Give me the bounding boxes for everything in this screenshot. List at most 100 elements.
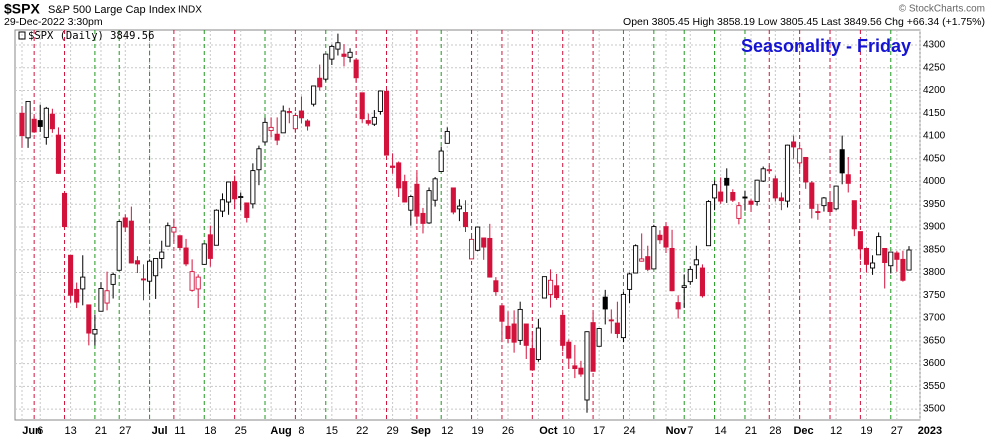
candle-body [341,53,347,57]
candle-body [128,220,134,264]
candle-body [590,322,596,372]
subtitle: S&P 500 Large Cap Index [48,4,176,16]
candle-body [256,148,262,171]
candle-body [906,249,912,271]
candle-body [760,168,766,182]
y-tick-label: 4300 [923,40,946,51]
candle-body [298,110,305,119]
x-tick-label: 2023 [918,425,942,437]
candle-body [511,323,517,343]
candle-body [456,205,462,210]
x-tick-label: Sep [411,425,431,437]
candle-body [633,245,639,274]
x-tick-label: 27 [119,425,131,437]
y-tick-label: 3550 [923,381,946,392]
y-tick-label: 3600 [923,358,946,369]
candle-body [839,149,845,174]
y-tick-label: 3950 [923,199,946,210]
x-tick-label: 29 [386,425,398,437]
y-tick-label: 3900 [923,222,946,233]
candle-body [699,267,705,297]
candle-body [554,285,560,299]
candle-body [669,247,675,292]
candle-body [596,328,602,347]
candle-body [426,190,432,224]
candle-body [68,254,74,296]
y-tick-label: 3750 [923,290,946,301]
candle-body [718,191,724,202]
candle-body [104,290,110,304]
x-tick-label: 14 [715,425,727,437]
candle-body [523,323,529,346]
candle-body [262,121,268,143]
candle-body [207,234,213,259]
candle-body [213,209,219,246]
candle-body [888,251,894,267]
candle-body [736,205,742,219]
candle-body [693,259,699,266]
candle-body [177,235,183,248]
y-tick-label: 4200 [923,85,946,96]
candle-body [98,288,104,312]
x-tick-label: 27 [891,425,903,437]
candle-body [19,112,25,137]
candle-body [274,133,280,141]
candle-body [487,237,493,278]
candle-body [803,156,809,183]
candle-body [31,118,37,133]
candle-body [383,90,390,156]
candle-body [286,111,292,113]
friday-lines [33,30,892,420]
candle-body [584,331,590,401]
x-tick-label: 19 [472,425,484,437]
candle-body [432,178,438,201]
candle-body [43,107,49,138]
candle-body [165,225,171,247]
candle-body [578,367,584,375]
candle-body [55,134,62,174]
y-tick-label: 4150 [923,108,946,119]
x-tick-label: Nov [666,425,688,437]
candle-body [791,141,797,148]
candle-body [541,276,548,299]
candle-body [475,226,481,251]
candle-body [894,252,900,260]
candle-body [183,247,189,265]
x-tick-label: 22 [356,425,368,437]
x-tick-label: 7 [687,425,693,437]
y-tick-label: 4250 [923,62,946,73]
candle-body [74,288,80,303]
candle-body [857,231,863,250]
y-tick-label: 3500 [923,404,946,415]
candle-body [535,327,541,360]
candles [19,33,912,413]
candle-body [219,199,226,212]
x-tick-label: 12 [830,425,842,437]
candle-body [529,348,535,371]
candle-body [92,328,98,335]
candle-body [833,185,839,210]
candle-body [663,226,669,248]
candle-body [462,212,469,228]
candle-body [347,51,353,58]
candle-body [608,319,614,322]
x-tick-label: 19 [860,425,872,437]
candle-body [681,285,687,289]
x-tick-label: 8 [298,425,304,437]
candle-body [238,196,244,199]
x-tick-label: 15 [326,425,338,437]
candle-body [869,262,876,269]
candle-body [311,85,317,105]
y-tick-label: 3700 [923,313,946,324]
candle-body [49,113,55,130]
x-tick-label: 28 [769,425,781,437]
x-tick-label: 21 [95,425,107,437]
candle-body [153,257,159,277]
candle-body [371,116,377,125]
candle-body [414,183,420,217]
candle-body [766,169,772,172]
candle-body [359,92,365,120]
candle-body [784,144,791,202]
